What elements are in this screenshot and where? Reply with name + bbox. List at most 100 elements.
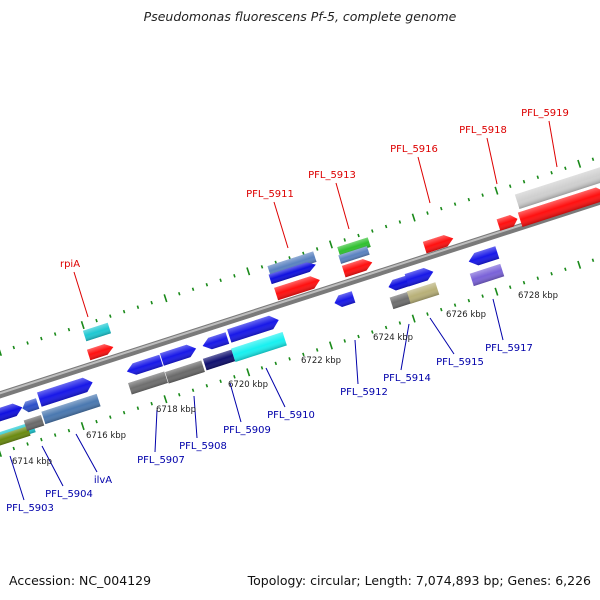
tick-mark-top — [467, 197, 471, 202]
gene-arrow-shade — [126, 354, 163, 375]
tick-mark-top — [26, 341, 29, 345]
gene-arrow — [159, 344, 197, 366]
label-leader-line — [193, 395, 198, 439]
gene-arrow-shade — [268, 262, 316, 285]
gene-arrow-shade — [0, 426, 31, 448]
gene-arrow-shade — [334, 291, 356, 307]
gene-arrow-shade — [341, 259, 373, 278]
tick-mark-top — [577, 159, 582, 168]
tick-mark-bottom — [219, 379, 222, 384]
tick-mark-bottom — [136, 406, 140, 410]
tick-mark-top — [109, 314, 112, 318]
tick-mark-bottom — [163, 395, 168, 404]
tick-mark-top — [191, 287, 195, 292]
gene-arrow-shade — [41, 393, 101, 425]
tick-mark-top — [302, 251, 305, 256]
gene-arrow — [334, 291, 356, 307]
gene-arrow-shade — [165, 360, 205, 384]
label-leader-line — [229, 382, 242, 423]
gene-arrow — [202, 349, 236, 371]
tick-mark-bottom — [0, 450, 2, 458]
gene-arrow-shade — [274, 276, 320, 301]
gene-arrow — [514, 167, 600, 209]
gene-label: PFL_5914 — [383, 373, 431, 384]
gene-arrow-shade — [0, 403, 23, 423]
tick-mark-top — [12, 345, 16, 350]
label-leader-line — [41, 445, 64, 487]
gene-label: PFL_5904 — [45, 489, 93, 500]
gene-arrow-shade — [337, 237, 371, 257]
gene-arrow — [227, 315, 279, 343]
gene-arrow-shade — [422, 235, 454, 254]
gene-label: PFL_5911 — [246, 189, 294, 200]
tick-mark-bottom — [328, 341, 333, 350]
gene-arrow-shade — [514, 167, 600, 209]
gene-arrow — [404, 267, 434, 287]
gene-arrow — [388, 275, 410, 291]
tick-mark-bottom — [40, 437, 43, 442]
tick-mark-bottom — [26, 442, 29, 446]
tick-mark-top — [0, 349, 2, 357]
tick-mark-top — [564, 166, 567, 171]
tick-mark-top — [122, 309, 126, 314]
gene-arrow — [337, 237, 371, 257]
tick-mark-bottom — [12, 446, 16, 451]
tick-mark-bottom — [550, 271, 553, 276]
tick-mark-bottom — [274, 361, 278, 366]
tick-mark-top — [150, 300, 153, 305]
gene-arrow-shade — [406, 282, 440, 304]
gene-label: PFL_5903 — [6, 503, 54, 514]
tick-mark-top — [411, 213, 416, 222]
gene-label: rpiA — [60, 259, 80, 270]
tick-mark-top — [453, 202, 457, 206]
tick-mark-top — [494, 186, 499, 195]
gene-arrow — [23, 415, 45, 431]
tick-mark-bottom — [288, 357, 291, 361]
tick-mark-bottom — [109, 415, 112, 419]
tick-mark-bottom — [398, 321, 402, 325]
tick-mark-top — [53, 332, 57, 336]
kbp-label: 6728 kbp — [518, 291, 558, 301]
gene-label: PFL_5913 — [308, 170, 356, 181]
gene-arrow — [469, 263, 505, 287]
gene-label: PFL_5917 — [485, 343, 533, 354]
tick-mark-top — [205, 283, 209, 287]
gene-arrow-shade — [267, 251, 317, 277]
tick-mark-top — [371, 229, 374, 233]
gene-arrow — [268, 262, 316, 285]
tick-mark-bottom — [315, 348, 319, 352]
tick-mark-bottom — [191, 388, 195, 393]
label-leader-line — [400, 323, 410, 371]
gene-arrow — [41, 393, 101, 425]
label-leader-line — [154, 409, 158, 453]
gene-arrow-shade — [37, 377, 93, 407]
tick-mark-bottom — [53, 433, 57, 437]
kbp-label: 6724 kbp — [373, 333, 413, 343]
gene-arrow-shade — [22, 398, 40, 413]
tick-track-bottom — [0, 258, 595, 458]
tick-mark-top — [343, 238, 347, 242]
tick-mark-top — [95, 318, 98, 323]
gene-arrow-shade — [227, 315, 279, 343]
tick-mark-top — [233, 274, 236, 278]
gene-label: PFL_5908 — [179, 441, 227, 452]
label-leader-line — [548, 120, 558, 168]
tick-mark-top — [357, 233, 360, 238]
tick-mark-bottom — [467, 298, 471, 303]
gene-arrow-shade — [404, 267, 434, 287]
gene-label: PFL_5907 — [137, 455, 185, 466]
label-leader-line — [75, 433, 98, 473]
tick-mark-top — [163, 294, 168, 303]
tick-mark-bottom — [233, 375, 236, 379]
label-leader-line — [486, 137, 498, 185]
tick-mark-bottom — [150, 401, 153, 406]
tick-mark-bottom — [95, 419, 98, 424]
tick-mark-bottom — [440, 307, 443, 312]
gene-arrow — [406, 282, 440, 304]
tick-mark-bottom — [426, 312, 429, 316]
tick-mark-bottom — [343, 339, 347, 343]
tick-mark-bottom — [591, 258, 595, 263]
gene-arrow — [496, 215, 518, 231]
tick-mark-bottom — [453, 303, 457, 307]
